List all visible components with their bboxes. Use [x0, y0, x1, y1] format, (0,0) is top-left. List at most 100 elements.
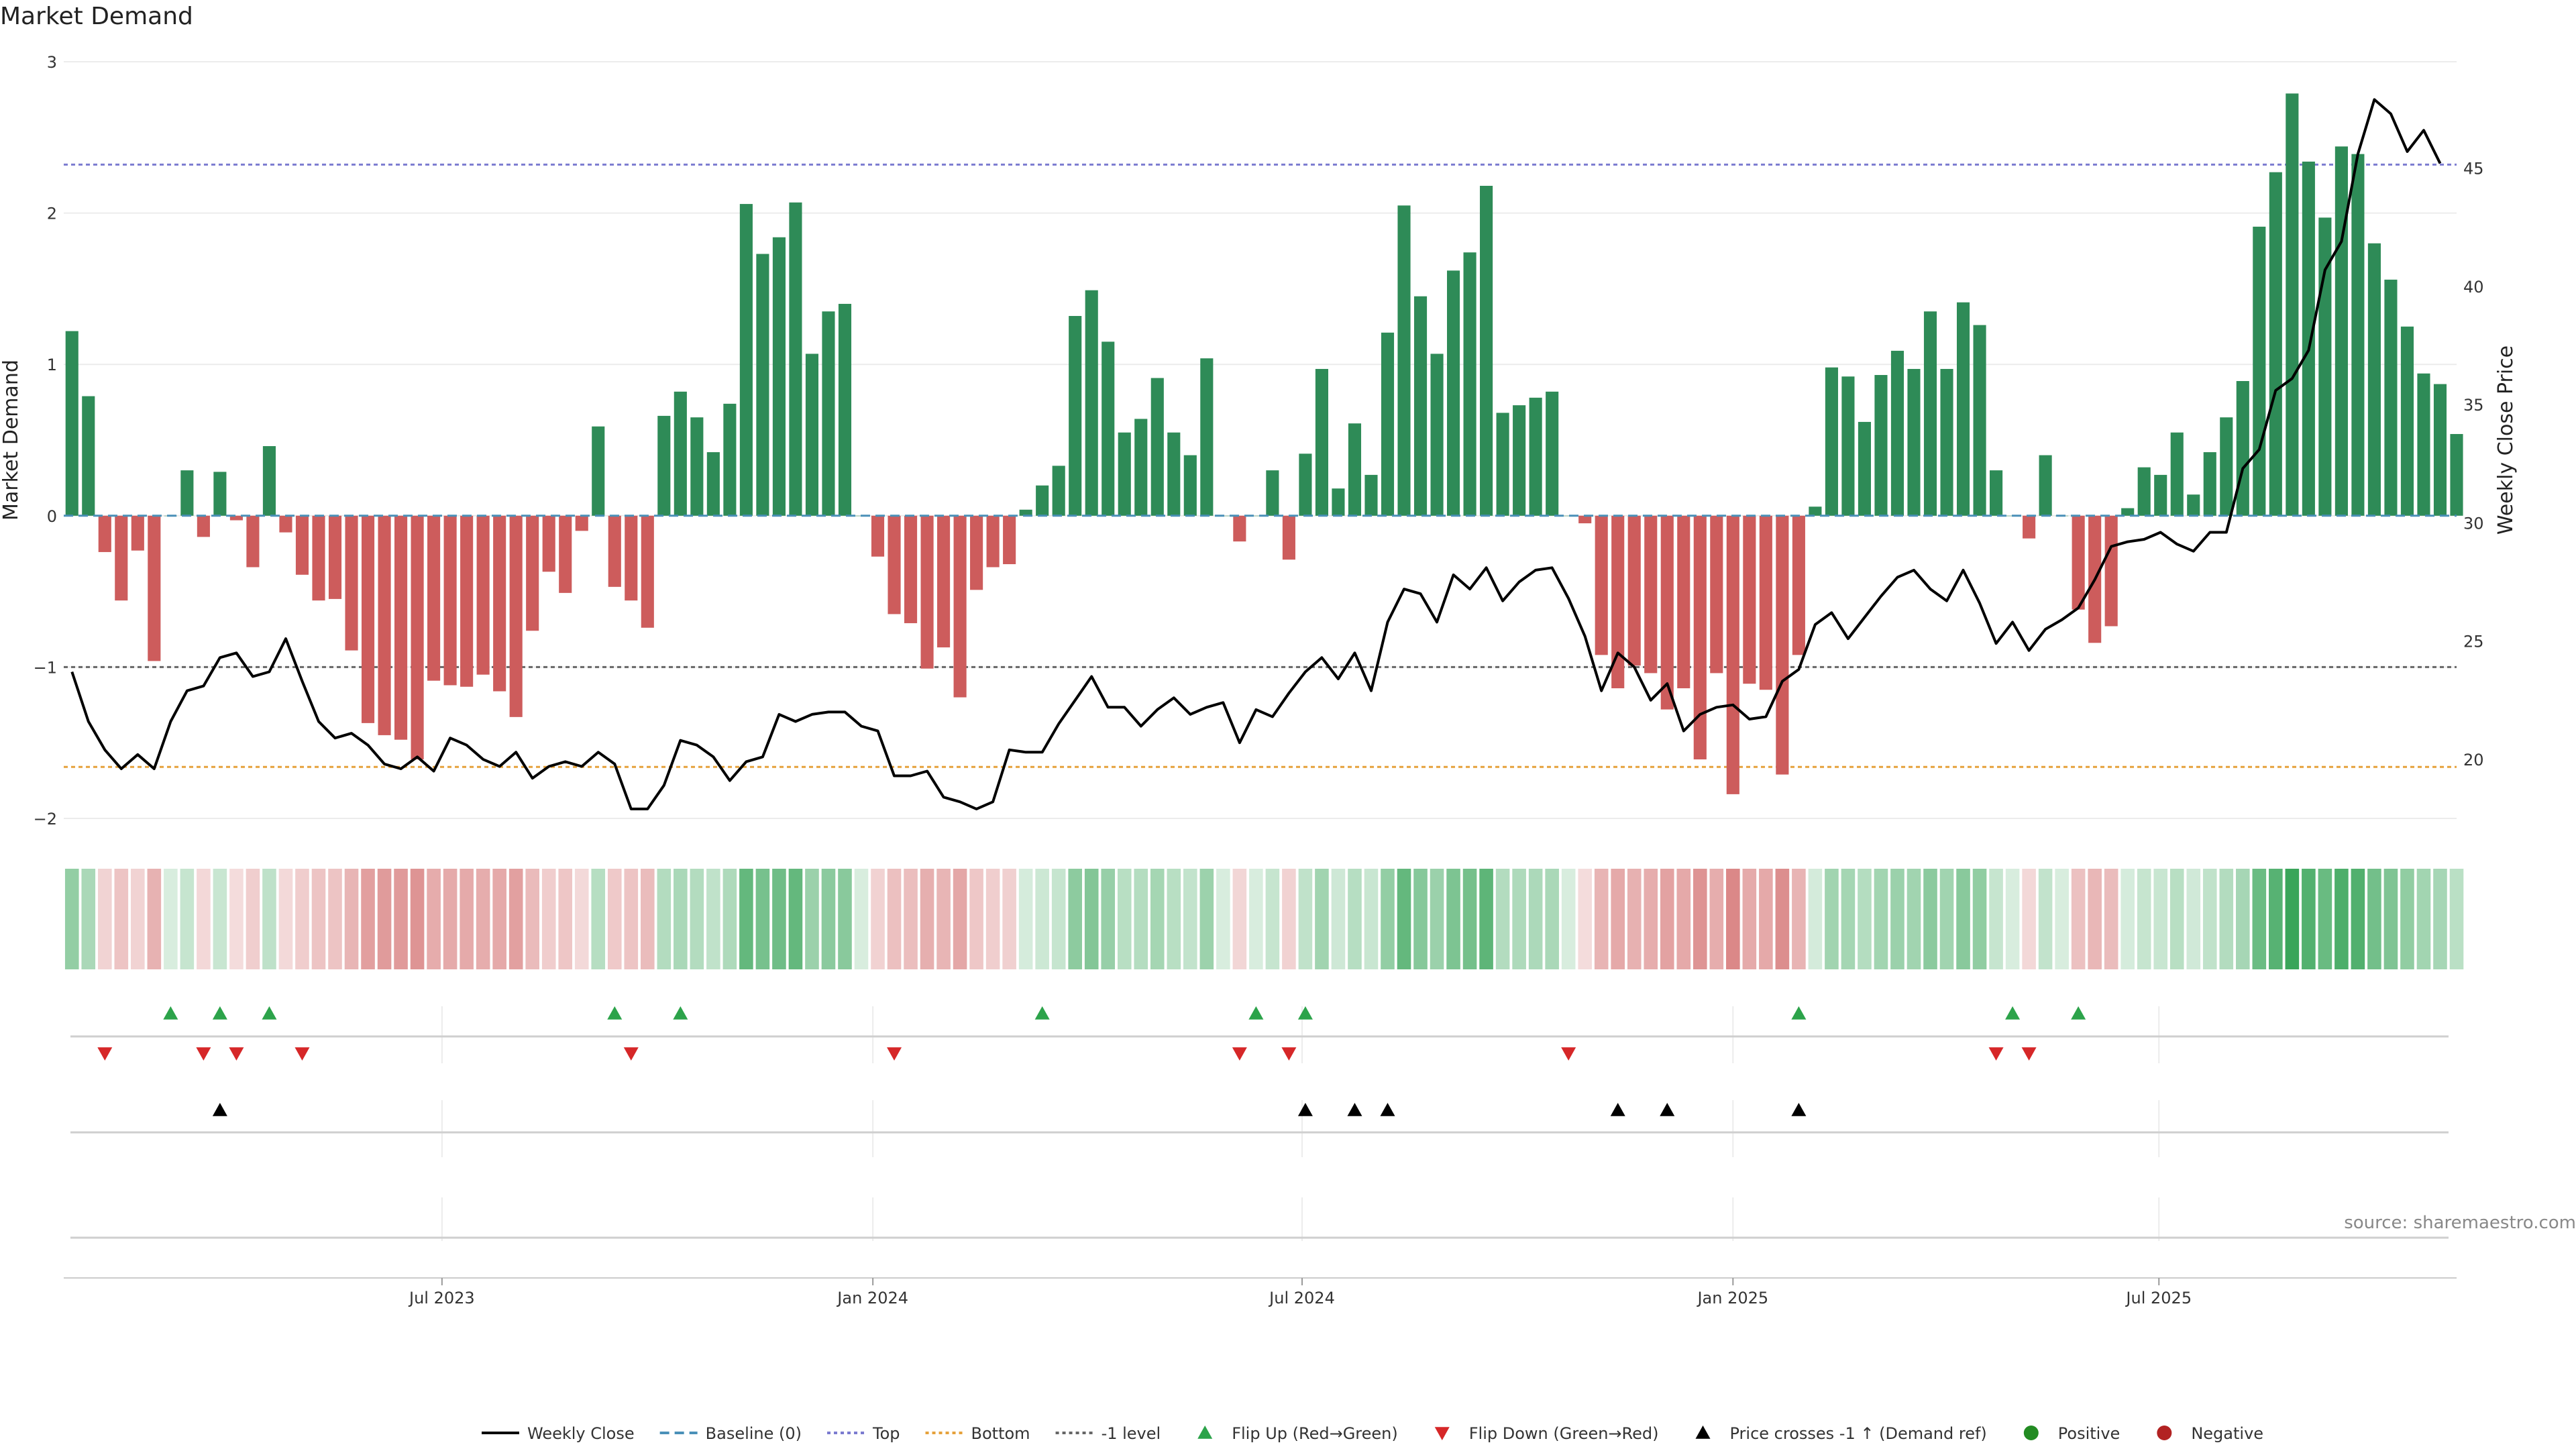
- demand-strip-cell: [2005, 869, 2020, 969]
- y-tick-label: −2: [34, 810, 57, 828]
- demand-bar: [805, 354, 819, 516]
- flip-down-marker: [623, 1047, 639, 1061]
- demand-bar: [953, 515, 967, 698]
- demand-bar: [608, 515, 621, 587]
- legend-weekly-close-label: Weekly Close: [527, 1424, 635, 1443]
- flip-up-marker: [163, 1006, 178, 1020]
- legend-flip-up-label: Flip Up (Red→Green): [1232, 1424, 1398, 1443]
- demand-strip-cell: [64, 869, 79, 969]
- demand-bar: [1611, 515, 1625, 688]
- demand-bar: [822, 311, 835, 516]
- demand-bar: [1102, 341, 1115, 516]
- demand-strip-cell: [1348, 869, 1362, 969]
- chart-title: Market Demand: [0, 3, 193, 30]
- demand-strip-cell: [2104, 869, 2118, 969]
- demand-strip-cell: [2071, 869, 2086, 969]
- demand-strip-cell: [492, 869, 506, 969]
- demand-bar: [246, 515, 260, 568]
- demand-strip-cell: [805, 869, 819, 969]
- demand-strip-cell: [1907, 869, 1921, 969]
- demand-strip-cell: [1397, 869, 1411, 969]
- demand-bar: [690, 417, 704, 516]
- demand-bar: [361, 515, 375, 723]
- demand-bar: [1627, 515, 1641, 666]
- demand-bar: [575, 515, 588, 531]
- y2-tick-label: 25: [2463, 633, 2484, 651]
- demand-strip-cell: [1841, 869, 1856, 969]
- legend-negative-label: Negative: [2191, 1424, 2263, 1443]
- demand-strip-cell: [2383, 869, 2398, 969]
- flip-down-marker: [1232, 1047, 1247, 1061]
- demand-strip-cell: [1446, 869, 1460, 969]
- demand-strip-cell: [2236, 869, 2250, 969]
- demand-bar: [1446, 270, 1460, 516]
- demand-bar: [1743, 515, 1756, 684]
- demand-strip-cell: [953, 869, 967, 969]
- demand-bar: [1282, 515, 1295, 560]
- demand-strip-cell: [1989, 869, 2003, 969]
- demand-strip-cell: [197, 869, 211, 969]
- demand-bar: [476, 515, 490, 675]
- demand-bar: [509, 515, 523, 717]
- demand-strip-cell: [1018, 869, 1033, 969]
- demand-strip-cell: [1430, 869, 1444, 969]
- demand-bar: [1513, 405, 1526, 516]
- demand-strip-cell: [2202, 869, 2217, 969]
- demand-strip-cell: [755, 869, 770, 969]
- demand-bar: [1496, 413, 1509, 516]
- demand-strip-cell: [1249, 869, 1263, 969]
- flip-up-marker: [1248, 1006, 1264, 1020]
- demand-bar: [1200, 358, 1214, 516]
- demand-bar: [1052, 466, 1065, 516]
- demand-strip-cell: [1183, 869, 1197, 969]
- demand-strip-cell: [1775, 869, 1790, 969]
- demand-bar: [1973, 325, 1986, 516]
- demand-bar: [1841, 376, 1855, 516]
- demand-strip-cell: [2169, 869, 2184, 969]
- demand-bar: [986, 515, 1000, 568]
- demand-strip-cell: [344, 869, 359, 969]
- demand-strip-cell: [674, 869, 688, 969]
- y2-tick-label: 35: [2463, 396, 2484, 415]
- demand-bar: [1364, 474, 1378, 516]
- demand-bar: [1085, 290, 1098, 516]
- demand-strip-cell: [1495, 869, 1510, 969]
- demand-bar: [295, 515, 309, 575]
- demand-bar: [1069, 316, 1082, 516]
- demand-strip-cell: [1117, 869, 1132, 969]
- demand-bar: [1299, 453, 1312, 516]
- demand-strip-cell: [1381, 869, 1395, 969]
- legend-positive-label: Positive: [2058, 1424, 2121, 1443]
- demand-bar: [2220, 417, 2233, 516]
- demand-bar: [789, 202, 802, 516]
- price-cross-marker: [1380, 1103, 1395, 1116]
- demand-bar: [411, 515, 424, 760]
- legend-bottom-label: Bottom: [971, 1424, 1030, 1443]
- y2-axis-label: Weekly Close Price: [2494, 345, 2518, 535]
- y2-tick-label: 30: [2463, 514, 2484, 533]
- y-tick-label: 2: [47, 205, 57, 223]
- demand-strip-cell: [2219, 869, 2234, 969]
- flip-up-marker: [1297, 1006, 1313, 1020]
- demand-strip-cell: [2334, 869, 2349, 969]
- demand-bar: [1397, 205, 1411, 516]
- flip-up-marker: [1791, 1006, 1807, 1020]
- demand-strip-cell: [427, 869, 441, 969]
- demand-strip-cell: [1298, 869, 1313, 969]
- demand-strip-cell: [1627, 869, 1642, 969]
- demand-strip-cell: [1216, 869, 1230, 969]
- demand-bar: [1118, 432, 1131, 516]
- demand-bar: [1858, 421, 1872, 516]
- y-tick-label: 0: [47, 507, 57, 526]
- demand-bar: [1381, 332, 1395, 516]
- demand-strip-cell: [1232, 869, 1247, 969]
- demand-bar: [1167, 432, 1181, 516]
- demand-bar: [674, 391, 687, 516]
- demand-bar: [2334, 146, 2348, 516]
- demand-bar: [148, 515, 161, 661]
- demand-bar: [2302, 161, 2315, 516]
- demand-bar: [98, 515, 111, 552]
- y-tick-label: 3: [47, 53, 57, 72]
- demand-strip-cell: [1051, 869, 1066, 969]
- demand-strip-cell: [1199, 869, 1214, 969]
